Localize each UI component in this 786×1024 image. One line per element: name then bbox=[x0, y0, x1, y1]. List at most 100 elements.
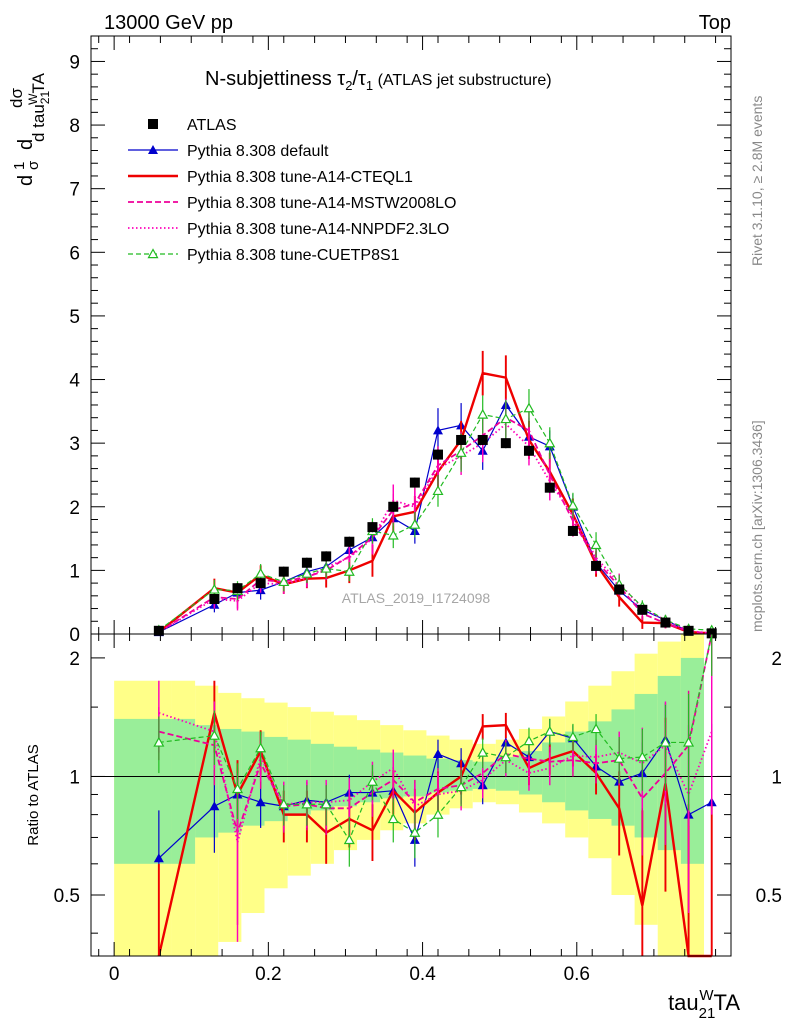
ratio-series-4-point-2 bbox=[231, 783, 244, 794]
x-tick-label-3: 0.6 bbox=[564, 964, 590, 985]
ylabel-sigma: σ bbox=[25, 160, 42, 170]
title-main: N-subjettiness bbox=[205, 68, 337, 90]
ylabel-dtau: d tau bbox=[29, 104, 48, 142]
rivet-label: Rivet 3.1.10, ≥ 2.8M events bbox=[749, 96, 765, 266]
legend-entry-1: Pythia 8.308 default bbox=[128, 143, 329, 160]
ratio-series-4-point-12 bbox=[455, 781, 467, 792]
data-point-7 bbox=[344, 536, 355, 547]
series-4-point-12 bbox=[455, 446, 467, 457]
mcplots-label: mcplots.cern.ch [arXiv:1306.3436] bbox=[749, 420, 765, 632]
ratio-series-4-point-18 bbox=[590, 723, 602, 734]
ylabel-one: 1 bbox=[11, 162, 28, 170]
series-4-point-17 bbox=[567, 499, 579, 510]
header-right: Top bbox=[699, 12, 731, 34]
legend-label-2: Pythia 8.308 tune-A14-CTEQL1 bbox=[187, 169, 413, 186]
ratio-series-4-point-3 bbox=[255, 742, 267, 753]
y-tick-label-ratio-2: 2 bbox=[69, 649, 80, 670]
y-tick-label-ratio-right-2: 2 bbox=[771, 649, 782, 670]
series-4-point-6 bbox=[320, 562, 332, 573]
data-point-10 bbox=[409, 477, 420, 488]
band-inner-23 bbox=[680, 657, 705, 864]
data-point-3 bbox=[255, 578, 266, 589]
legend-label-5: Pythia 8.308 tune-CUETP8S1 bbox=[187, 247, 400, 264]
band-inner-6 bbox=[287, 739, 311, 815]
ylabel-dsigma: dσ bbox=[7, 88, 26, 108]
x-tick-label-2: 0.4 bbox=[409, 964, 436, 985]
y-tick-label-ratio-right-1: 1 bbox=[771, 767, 782, 788]
ratio-series-4-point-17 bbox=[567, 731, 579, 742]
data-point-0 bbox=[153, 625, 164, 636]
ratio-series-4-point-1 bbox=[208, 729, 220, 740]
series-4-point-18 bbox=[590, 539, 602, 550]
ratio-series-4-point-22 bbox=[683, 736, 695, 747]
series-4-point-4 bbox=[278, 576, 290, 587]
x-tick-label-0: 0 bbox=[109, 964, 120, 985]
y-tick-label-ratio-right-0: 0.5 bbox=[756, 886, 782, 907]
ratio-y-label: Ratio to ATLAS bbox=[25, 744, 42, 845]
title-suffix: (ATLAS jet substructure) bbox=[373, 72, 551, 89]
ratio-series-0-point-1 bbox=[209, 801, 220, 811]
data-point-6 bbox=[321, 551, 332, 562]
xlabel-sub: 21 bbox=[699, 1005, 716, 1022]
ratio-series-0-point-0 bbox=[153, 853, 164, 863]
data-point-21 bbox=[660, 617, 671, 628]
ratio-series-4-point-14 bbox=[500, 751, 512, 762]
y-axis-label: d 1 σ d dσ d tau21WTA bbox=[7, 72, 52, 186]
ratio-frame bbox=[90, 633, 732, 957]
legend-entry-5: Pythia 8.308 tune-CUETP8S1 bbox=[128, 247, 400, 264]
data-point-8 bbox=[367, 522, 378, 533]
watermark: ATLAS_2019_I1724098 bbox=[342, 590, 491, 606]
data-point-15 bbox=[523, 445, 534, 456]
header-left: 13000 GeV pp bbox=[104, 12, 233, 34]
legend-marker-1 bbox=[148, 145, 158, 154]
title-tau2: τ bbox=[337, 68, 345, 90]
legend-label-4: Pythia 8.308 tune-A14-NNPDF2.3LO bbox=[187, 221, 449, 238]
y-tick-label-main-2: 2 bbox=[69, 498, 80, 519]
series-4-line bbox=[158, 407, 712, 631]
data-point-23 bbox=[706, 628, 717, 639]
ratio-series-4-point-6 bbox=[320, 798, 332, 809]
ratio-series-4-point-19 bbox=[613, 752, 625, 763]
series-4-point-13 bbox=[477, 408, 489, 419]
legend-entry-2: Pythia 8.308 tune-A14-CTEQL1 bbox=[128, 169, 413, 186]
ylabel-suffix: TA bbox=[29, 72, 48, 93]
band-inner-7 bbox=[310, 743, 334, 811]
data-point-2 bbox=[232, 583, 243, 594]
legend-marker-0 bbox=[148, 119, 158, 129]
y-tick-label-ratio-1: 1 bbox=[69, 767, 80, 788]
legend-label-1: Pythia 8.308 default bbox=[187, 143, 329, 160]
series-4-point-10 bbox=[409, 518, 421, 529]
legend-label-0: ATLAS bbox=[187, 117, 237, 134]
svg-text:d: d bbox=[15, 175, 37, 186]
band-inner-14 bbox=[472, 761, 496, 789]
band-inner-15 bbox=[495, 757, 519, 791]
ylabel-sub: 21 bbox=[38, 91, 52, 105]
band-inner-9 bbox=[357, 749, 381, 803]
series-1-line bbox=[158, 371, 712, 635]
ratio-series-2-line bbox=[158, 633, 713, 836]
svg-text:dσ: dσ bbox=[7, 88, 26, 108]
svg-text:d tau21WTA: d tau21WTA bbox=[26, 72, 52, 142]
ratio-series-4-point-21 bbox=[659, 736, 671, 747]
y-tick-label-main-9: 9 bbox=[69, 52, 80, 73]
data-point-12 bbox=[456, 434, 467, 445]
series-4-point-9 bbox=[387, 529, 399, 540]
ratio-series-4-point-15 bbox=[523, 735, 535, 746]
data-point-1 bbox=[209, 594, 220, 605]
ratio-series-0-point-3 bbox=[255, 797, 266, 807]
data-point-22 bbox=[683, 625, 694, 636]
title-tau1: τ bbox=[358, 68, 366, 90]
ratio-plot bbox=[153, 633, 717, 958]
series-4-point-16 bbox=[544, 437, 556, 448]
xlabel-base: tau bbox=[668, 990, 699, 1015]
y-tick-label-ratio-0: 0.5 bbox=[54, 886, 80, 907]
y-tick-label-main-1: 1 bbox=[69, 561, 80, 582]
chart-title: N-subjettiness τ2/τ1 (ATLAS jet substruc… bbox=[205, 68, 552, 93]
data-point-14 bbox=[500, 438, 511, 449]
ratio-series-4-point-16 bbox=[544, 725, 556, 736]
series-4-point-5 bbox=[301, 567, 313, 578]
title-slash: / bbox=[352, 68, 358, 90]
ratio-series-4-point-5 bbox=[301, 798, 313, 809]
